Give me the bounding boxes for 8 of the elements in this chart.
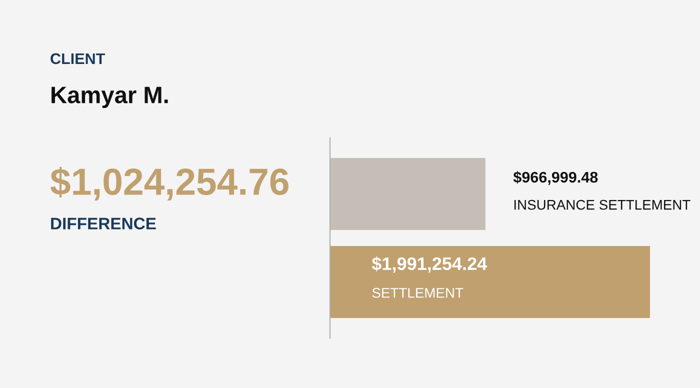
text: Kamyar M.: [52, 86, 168, 108]
data-label: $1,991,254.24: [372, 256, 488, 273]
y-tick-label: INSURANCE SETTLEMENT: [514, 200, 690, 210]
text: DIFFERENCE: [51, 218, 156, 230]
y-tick-label: SETTLEMENT: [372, 288, 464, 298]
data-label: $966,999.48: [513, 171, 598, 185]
text: $1,024,254.76: [50, 166, 288, 201]
text: CLIENT: [50, 53, 105, 64]
